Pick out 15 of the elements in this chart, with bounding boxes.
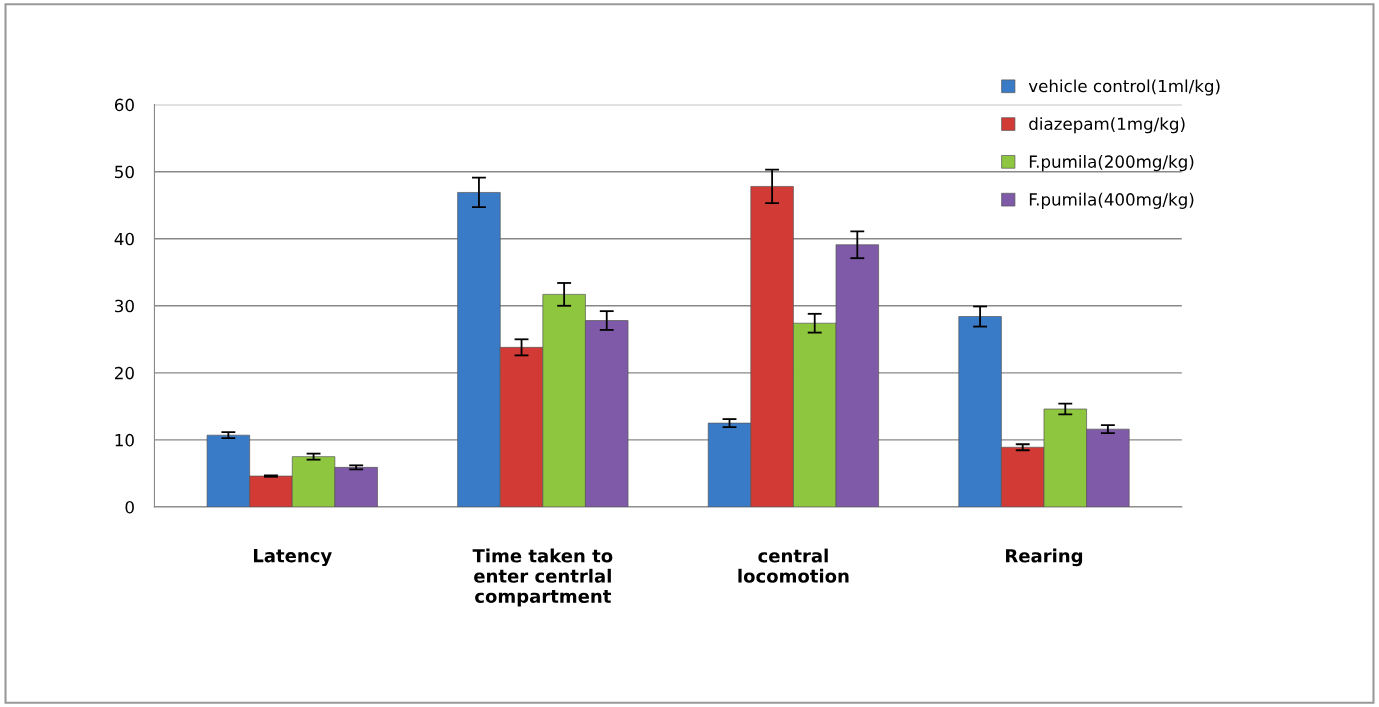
x-tick-label: Latency (253, 549, 332, 567)
y-tick-label: 0 (125, 500, 134, 514)
y-tick-label: 40 (114, 232, 134, 246)
legend-label: F.pumila(400mg/kg) (1029, 192, 1194, 209)
y-tick-label: 50 (115, 165, 134, 179)
legend-label: F.pumila(200mg/kg) (1029, 155, 1194, 172)
y-tick-label: 10 (115, 433, 134, 447)
legend-label: diazepam(1mg/kg) (1029, 117, 1185, 134)
legend-label: vehicle control(1ml/kg) (1028, 79, 1220, 96)
x-tick-label: Time taken to enter centrlal compartment (472, 548, 613, 607)
y-tick-label: 60 (114, 98, 134, 112)
x-tick-label: Rearing (1006, 548, 1083, 567)
x-tick-label: central locomotion (738, 548, 849, 583)
y-tick-label: 20 (115, 366, 134, 380)
y-tick-label: 30 (115, 299, 134, 313)
